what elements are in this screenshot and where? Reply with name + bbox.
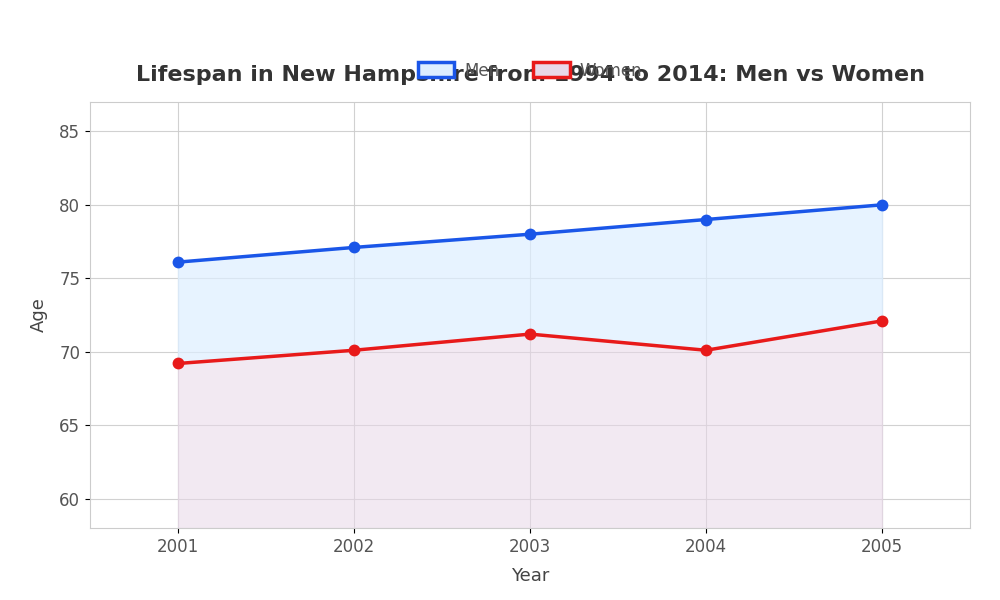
Title: Lifespan in New Hampshire from 1994 to 2014: Men vs Women: Lifespan in New Hampshire from 1994 to 2… — [136, 65, 924, 85]
Legend: Men, Women: Men, Women — [411, 55, 649, 86]
Y-axis label: Age: Age — [30, 298, 48, 332]
X-axis label: Year: Year — [511, 567, 549, 585]
